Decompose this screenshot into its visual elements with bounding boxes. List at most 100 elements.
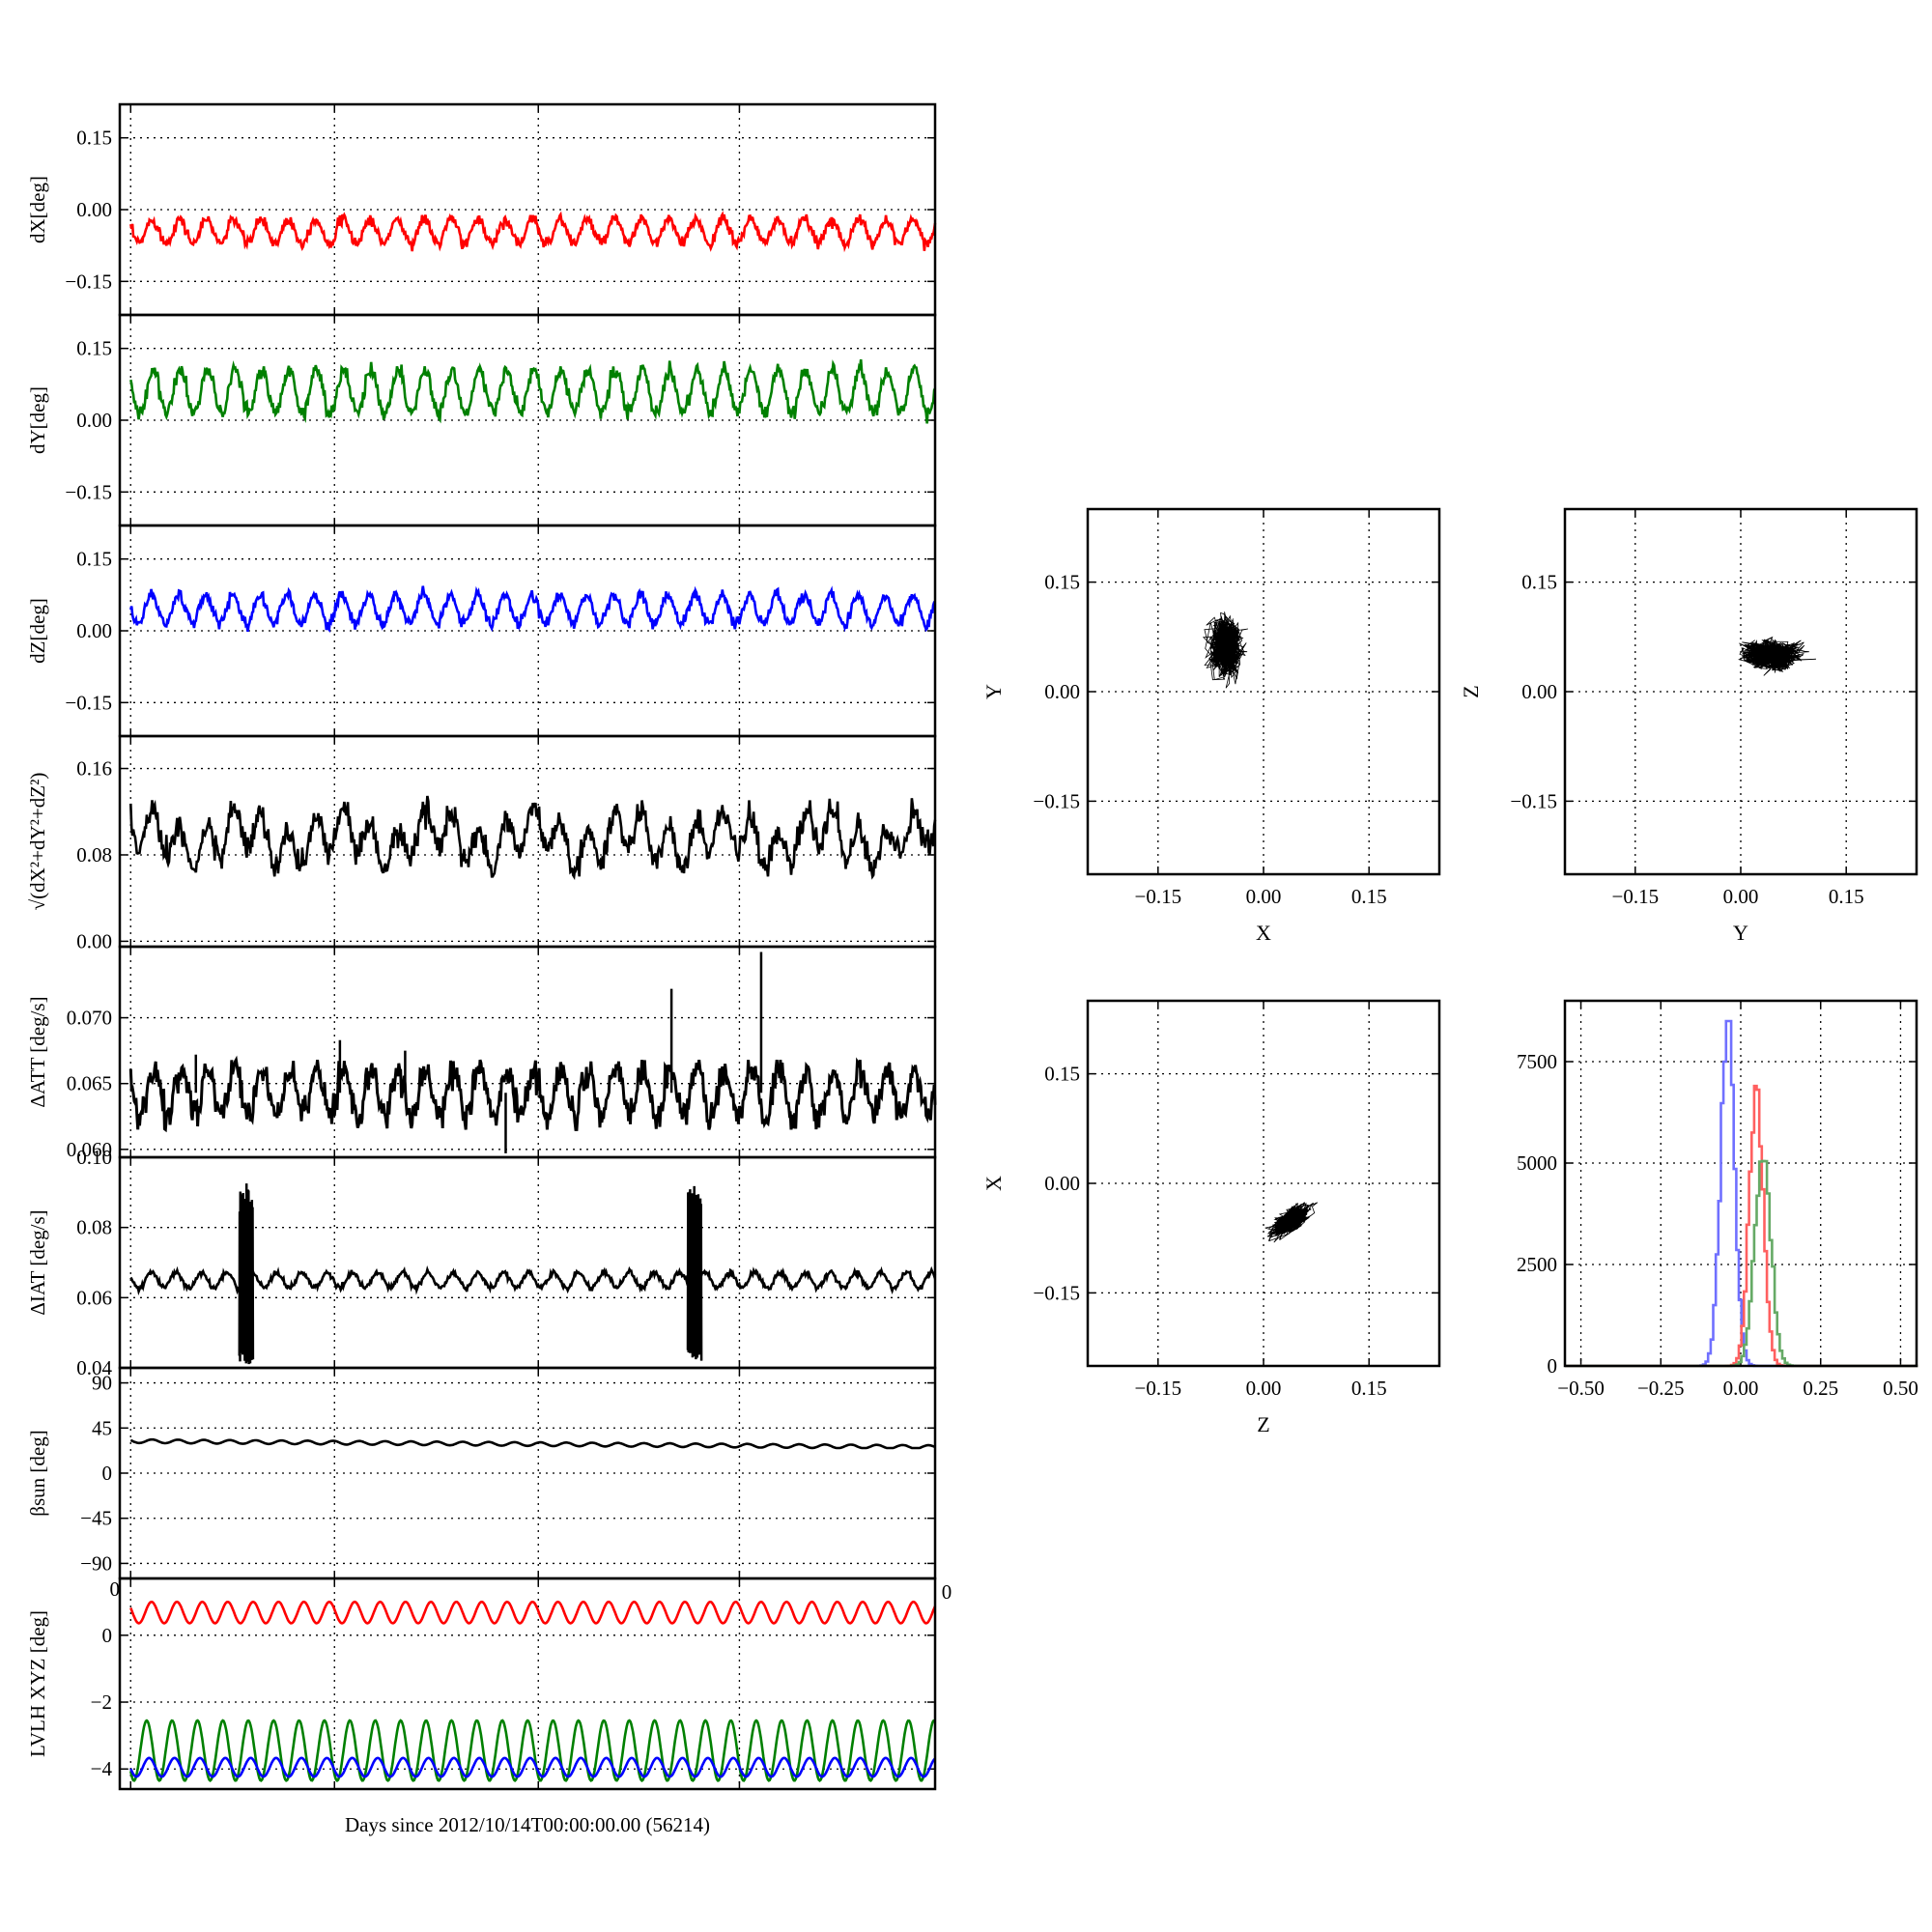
- y-tick-label: −2: [91, 1690, 112, 1714]
- series-line-datt-0: [128, 1055, 937, 1133]
- x-tick-label: 0.00: [1246, 1377, 1282, 1400]
- y-tick-label: −0.15: [65, 480, 112, 503]
- x-axis-label-zx: Z: [1257, 1412, 1269, 1436]
- y-axis-label-dz: dZ[deg]: [26, 598, 49, 664]
- panel-dx: 0.15 0.00 −0.15 dX[deg]: [26, 102, 937, 317]
- x-tick-label: 0.15: [1351, 1377, 1387, 1400]
- scatter-cloud-zx: [1264, 1202, 1319, 1243]
- y-tick-label: −0.15: [65, 691, 112, 714]
- y-tick-label: 0.15: [1044, 571, 1080, 594]
- y-tick-label: 0.00: [1044, 680, 1080, 703]
- series-line-dy-0: [129, 358, 937, 424]
- lvlh-top-right-tick: 0: [942, 1580, 952, 1604]
- panels-layer: 0.15 0.00 −0.15 dX[deg] 0.15 0.00 −0.15 dY[deg]…: [26, 102, 1918, 1791]
- y-tick-label: 0.065: [67, 1072, 112, 1095]
- y-tick-label: −0.15: [1033, 789, 1080, 812]
- histogram-step-0: [1565, 1019, 1918, 1368]
- y-tick-label: −0.15: [1510, 789, 1557, 812]
- y-tick-label: 5000: [1517, 1151, 1557, 1175]
- x-tick-label: 0.15: [1351, 885, 1387, 908]
- y-tick-label: 90: [92, 1372, 112, 1395]
- y-axis-label-dy: dY[deg]: [26, 386, 49, 454]
- panel-dz: 0.15 0.00 −0.15 dZ[deg]: [26, 524, 937, 738]
- y-tick-label: 0.15: [76, 127, 112, 150]
- x-tick-label: 0.25: [1803, 1377, 1838, 1400]
- panel-lvlh: 0 −2 −4 LVLH XYZ [deg]: [26, 1577, 937, 1791]
- scatter-cloud-yz: [1738, 636, 1816, 676]
- series-line-lvlh-1: [129, 1719, 936, 1782]
- y-tick-label: 0.04: [76, 1356, 112, 1379]
- y-tick-label: 0.00: [76, 619, 112, 642]
- y-tick-label: 0.060: [67, 1138, 112, 1161]
- y-tick-label: 0.16: [76, 757, 112, 781]
- x-tick-label: −0.15: [1135, 1377, 1182, 1400]
- y-axis-label-dx: dX[deg]: [26, 176, 49, 243]
- y-tick-label: 0.00: [76, 929, 112, 952]
- x-tick-label: 0.00: [1723, 1377, 1759, 1400]
- series-line-lvlh-0: [129, 1600, 937, 1625]
- series-line-beta-0: [129, 1437, 936, 1450]
- y-tick-label: 0.15: [1044, 1063, 1080, 1086]
- x-axis-label-yz: Y: [1733, 921, 1748, 945]
- y-tick-label: 0.00: [1044, 1172, 1080, 1195]
- x-tick-label: 0.15: [1829, 885, 1864, 908]
- y-axis-label-zx: X: [981, 1176, 1006, 1191]
- y-tick-label: 0.070: [67, 1007, 112, 1030]
- y-tick-label: −0.15: [65, 270, 112, 293]
- x-tick-label: 0.00: [1723, 885, 1759, 908]
- panel-datt: 0.070 0.065 0.060 ΔATT [deg/s]: [26, 945, 937, 1161]
- series-line-dx-0: [129, 211, 937, 253]
- series-line-norm-0: [129, 795, 937, 881]
- scatter-cloud-xy: [1202, 611, 1248, 689]
- y-tick-label: 0: [102, 1462, 113, 1485]
- burst-mark: [686, 1185, 703, 1361]
- x-tick-label: 0.00: [1246, 885, 1282, 908]
- axes-frame: [1563, 999, 1918, 1368]
- y-tick-label: 0.06: [76, 1286, 112, 1309]
- axes-frame: [118, 734, 937, 949]
- axes-frame: [1563, 507, 1918, 876]
- y-tick-label: 0.15: [76, 337, 112, 360]
- x-tick-label: −0.25: [1637, 1377, 1685, 1400]
- y-tick-label: −0.15: [1033, 1281, 1080, 1304]
- axes-frame: [1086, 507, 1441, 876]
- panel-diat: 0.10 0.08 0.06 0.04 ΔIAT [deg/s]: [26, 1146, 937, 1379]
- y-tick-label: 0.08: [76, 843, 112, 867]
- y-tick-label: 0: [1548, 1354, 1558, 1378]
- y-tick-label: 7500: [1517, 1050, 1557, 1073]
- burst-mark: [238, 1183, 255, 1365]
- panel-beta: 90 45 0 −45 −90 βsun [deg]: [26, 1366, 937, 1580]
- panel-hist: 7500 5000 2500 0−0.50 −0.25 0.00 0.25 0.50: [1517, 999, 1918, 1400]
- panel-dy: 0.15 0.00 −0.15 dY[deg]: [26, 313, 937, 527]
- y-tick-label: 2500: [1517, 1253, 1557, 1276]
- series-line-lvlh-2: [129, 1756, 936, 1778]
- lvlh-top-left-tick: 0: [110, 1577, 121, 1601]
- x-tick-label: −0.15: [1612, 885, 1660, 908]
- y-tick-label: 0.08: [76, 1216, 112, 1239]
- y-tick-label: 0.00: [1521, 680, 1557, 703]
- y-axis-label-diat: ΔIAT [deg/s]: [26, 1209, 49, 1315]
- y-tick-label: 0: [102, 1624, 113, 1647]
- y-tick-label: −4: [91, 1757, 113, 1780]
- x-tick-label: −0.50: [1557, 1377, 1605, 1400]
- panel-xy: 0.15 0.00 −0.15 −0.15 0.00 0.15 X Y: [981, 507, 1441, 945]
- y-tick-label: 0.10: [76, 1146, 112, 1169]
- panel-zx: 0.15 0.00 −0.15 −0.15 0.00 0.15 Z X: [981, 999, 1441, 1436]
- y-axis-label-lvlh: LVLH XYZ [deg]: [26, 1610, 49, 1757]
- y-tick-label: 0.15: [1521, 571, 1557, 594]
- y-axis-label-norm: √(dX²+dY²+dZ²): [26, 773, 49, 911]
- y-tick-label: 0.15: [76, 548, 112, 571]
- y-tick-label: 0.00: [76, 198, 112, 221]
- x-axis-label-xy: X: [1256, 921, 1271, 945]
- y-tick-label: 45: [92, 1416, 112, 1439]
- y-tick-label: 0.00: [76, 409, 112, 432]
- x-axis-label-time: Days since 2012/10/14T00:00:00.00 (56214…: [345, 1813, 710, 1836]
- axes-frame: [118, 945, 937, 1159]
- y-tick-label: −45: [80, 1507, 112, 1530]
- series-line-diat-0: [129, 1265, 937, 1296]
- series-line-dz-0: [129, 585, 936, 634]
- x-tick-label: −0.15: [1135, 885, 1182, 908]
- axes-frame: [1086, 999, 1441, 1368]
- y-axis-label-datt: ΔATT [deg/s]: [26, 996, 49, 1107]
